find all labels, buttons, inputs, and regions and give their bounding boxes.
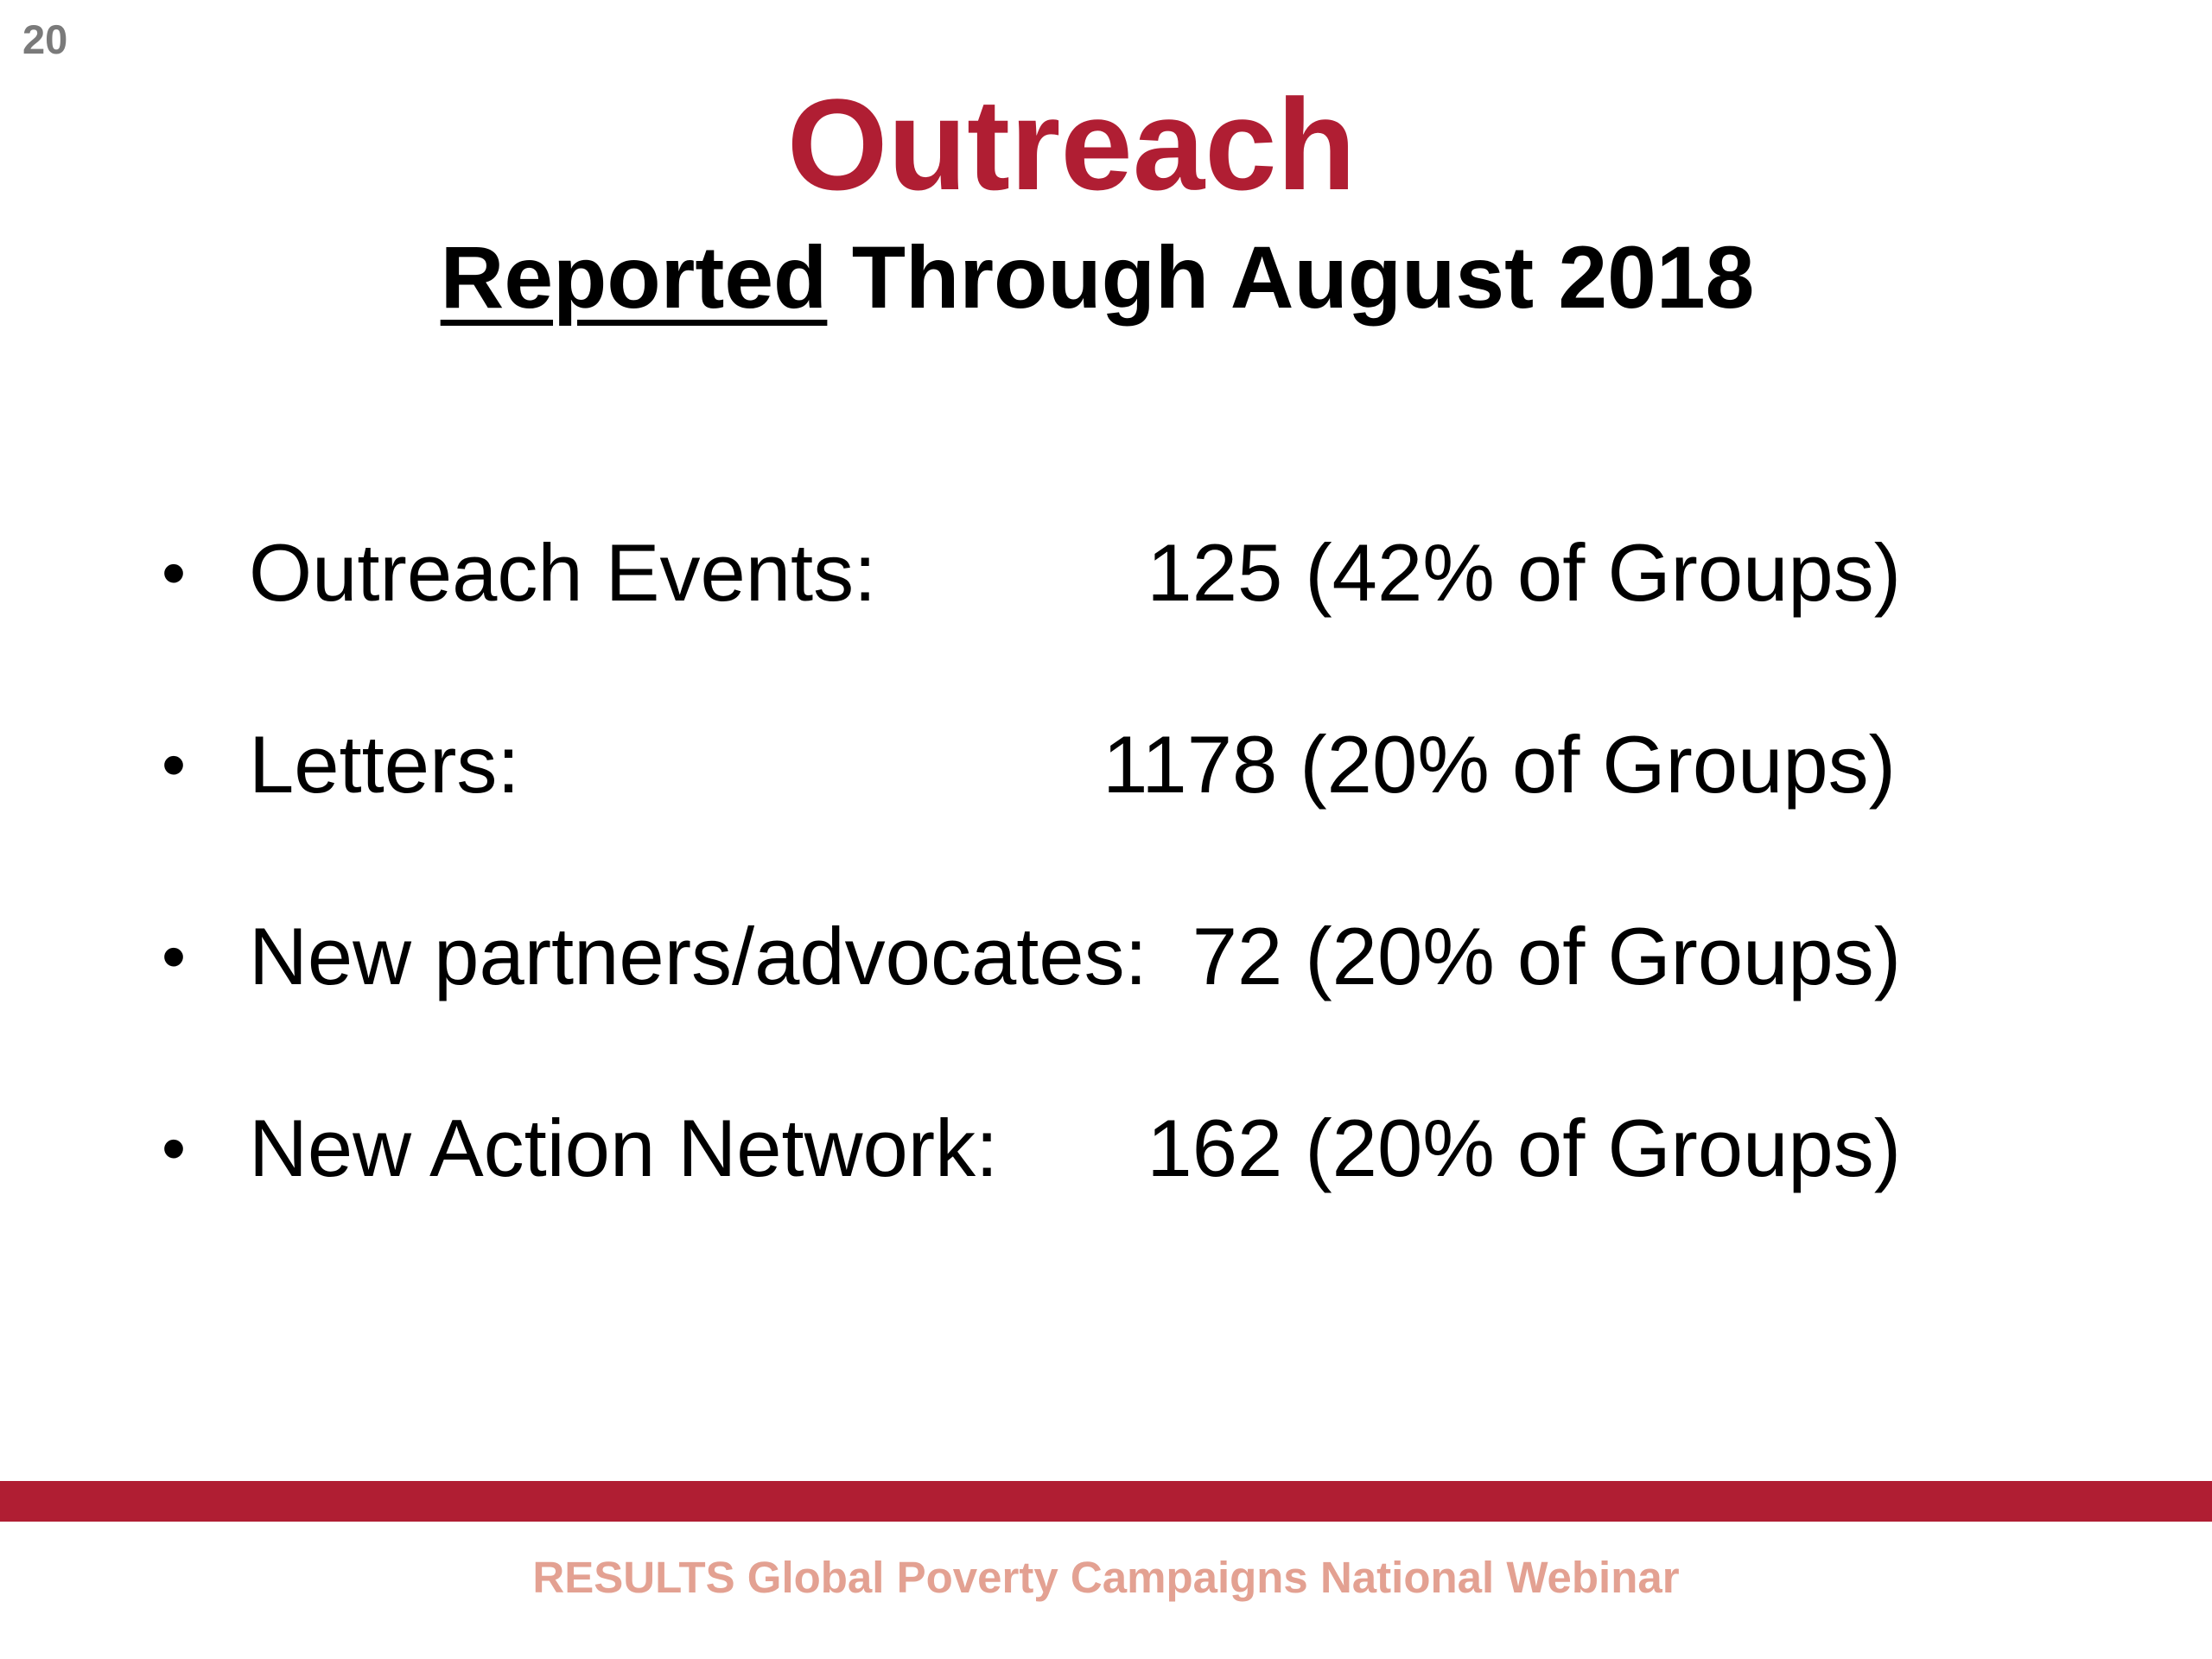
bullet-icon: •: [162, 726, 187, 803]
footer-divider-bar: [0, 1481, 2212, 1522]
bullet-icon: •: [162, 534, 187, 611]
stat-row-letters: • Letters: 1178 (20% of Groups): [0, 709, 2212, 821]
footer-text: RESULTS Global Poverty Campaigns Nationa…: [532, 1553, 1680, 1602]
stat-value: 1178 (20% of Groups): [1103, 719, 1896, 810]
stat-row-new-action-network: • New Action Network: 162 (20% of Groups…: [0, 1092, 2212, 1205]
stat-label: New partners/advocates:: [249, 911, 1147, 1001]
page-number: 20: [22, 16, 68, 62]
stat-label: Letters:: [249, 719, 520, 810]
subtitle-rest: Through August 2018: [827, 228, 1755, 327]
stat-value: 162 (20% of Groups): [1147, 1103, 1901, 1193]
stat-label: New Action Network:: [249, 1103, 999, 1193]
bullet-icon: •: [162, 918, 187, 995]
stats-list: • Outreach Events: 125 (42% of Groups) •…: [0, 517, 2212, 1205]
slide-subtitle: Reported Through August 2018: [0, 233, 2195, 321]
stat-value: 125 (42% of Groups): [1147, 527, 1901, 618]
stat-row-new-partners: • New partners/advocates: 72 (20% of Gro…: [0, 900, 2212, 1013]
stat-value: 72 (20% of Groups): [1192, 911, 1901, 1001]
subtitle-underlined-word: Reported: [440, 228, 828, 327]
stat-row-outreach-events: • Outreach Events: 125 (42% of Groups): [0, 517, 2212, 629]
stat-label: Outreach Events:: [249, 527, 877, 618]
bullet-icon: •: [162, 1109, 187, 1186]
slide-title: Outreach: [786, 72, 1357, 217]
